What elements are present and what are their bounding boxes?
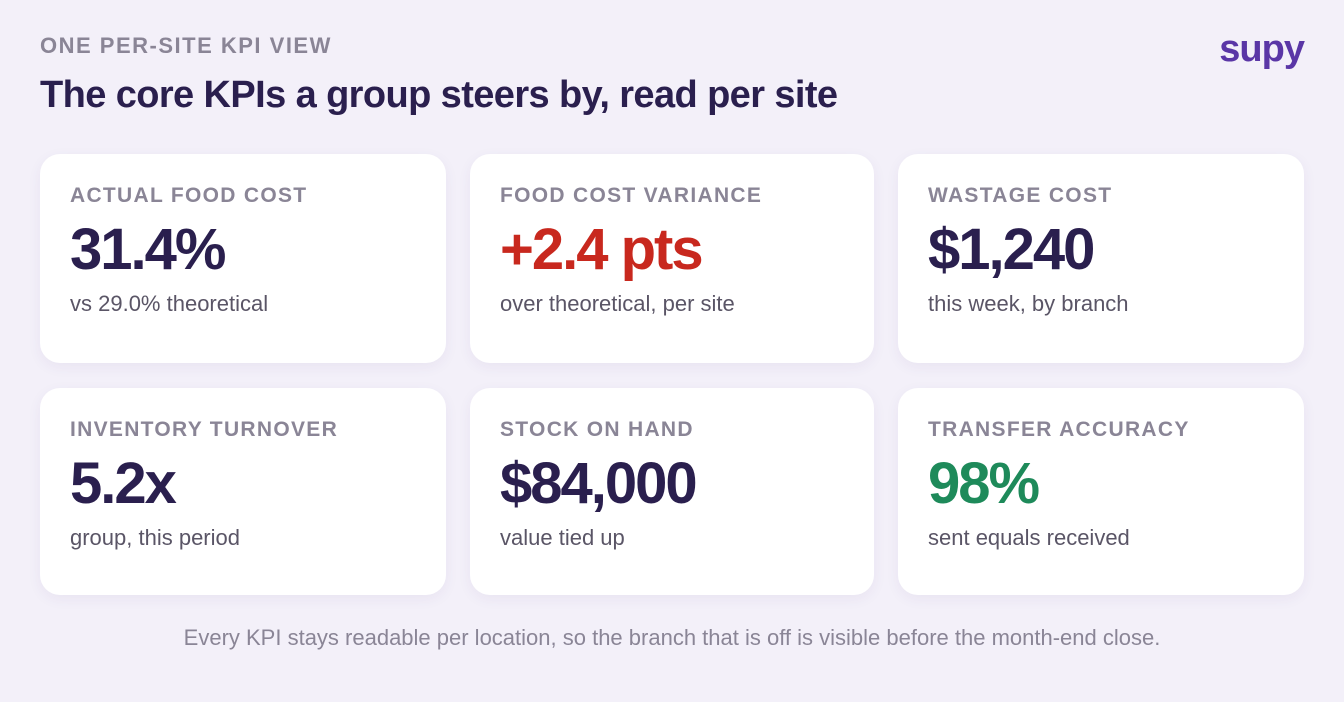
kpi-card-stock-on-hand: STOCK ON HAND $84,000 value tied up xyxy=(470,388,874,595)
page-title: The core KPIs a group steers by, read pe… xyxy=(40,74,838,116)
kpi-value: $84,000 xyxy=(500,451,698,516)
kpi-subtext: over theoretical, per site xyxy=(500,291,735,316)
kpi-value: +2.4 pts xyxy=(500,217,704,282)
kpi-label: FOOD COST VARIANCE xyxy=(500,184,763,207)
kpi-label: WASTAGE COST xyxy=(928,184,1113,207)
kpi-card-transfer-accuracy: TRANSFER ACCURACY 98% sent equals receiv… xyxy=(898,388,1304,595)
kpi-label: ACTUAL FOOD COST xyxy=(70,184,308,207)
kpi-value: $1,240 xyxy=(928,217,1095,282)
kpi-subtext: sent equals received xyxy=(928,525,1130,550)
kpi-subtext: this week, by branch xyxy=(928,291,1129,316)
kpi-value: 31.4% xyxy=(70,217,226,282)
kpi-card-inventory-turnover: INVENTORY TURNOVER 5.2x group, this peri… xyxy=(40,388,446,595)
kpi-card-actual-food-cost: ACTUAL FOOD COST 31.4% vs 29.0% theoreti… xyxy=(40,154,446,363)
kpi-value: 98% xyxy=(928,451,1040,516)
kpi-value: 5.2x xyxy=(70,451,177,516)
brand-logo: supy xyxy=(1219,28,1305,70)
kpi-subtext: group, this period xyxy=(70,525,240,550)
kpi-label: TRANSFER ACCURACY xyxy=(928,418,1190,441)
kpi-card-wastage-cost: WASTAGE COST $1,240 this week, by branch xyxy=(898,154,1304,363)
kpi-subtext: vs 29.0% theoretical xyxy=(70,291,269,316)
kpi-subtext: value tied up xyxy=(500,525,625,550)
kpi-label: STOCK ON HAND xyxy=(500,418,694,441)
page-eyebrow: ONE PER-SITE KPI VIEW xyxy=(40,33,332,58)
kpi-grid: ACTUAL FOOD COST 31.4% vs 29.0% theoreti… xyxy=(40,154,1304,595)
kpi-card-food-cost-variance: FOOD COST VARIANCE +2.4 pts over theoret… xyxy=(470,154,874,363)
kpi-label: INVENTORY TURNOVER xyxy=(70,418,339,441)
footer-note: Every KPI stays readable per location, s… xyxy=(183,625,1161,650)
